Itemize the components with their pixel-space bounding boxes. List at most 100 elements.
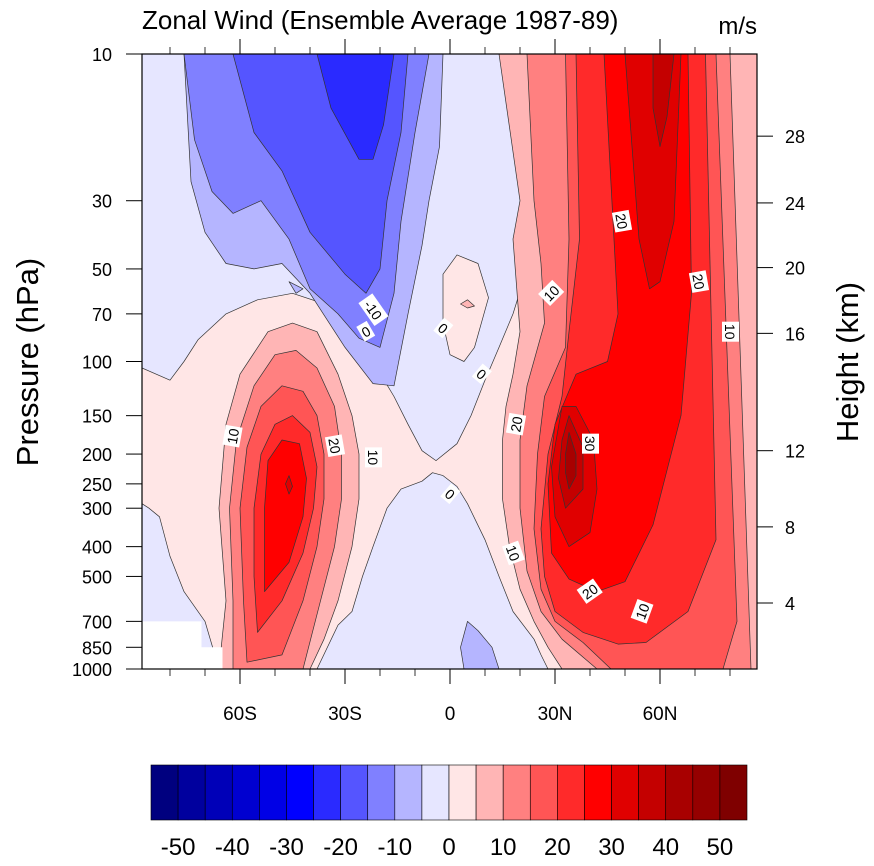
- y-tick-label: 400: [82, 538, 112, 558]
- masked-regions: [142, 621, 223, 669]
- contour-label: 10: [722, 321, 739, 342]
- colorbar-box: [584, 764, 612, 821]
- x-tick-label: 30N: [538, 704, 573, 725]
- contour-label: 20: [505, 412, 527, 436]
- contour-region-25: [264, 439, 307, 592]
- y-tick-label: 500: [82, 567, 112, 587]
- colorbar-label: -10: [377, 834, 412, 861]
- y-tick-label: 1000: [72, 660, 112, 680]
- y-right-tick-label: 20: [785, 259, 805, 279]
- contour-label-box: [222, 424, 243, 448]
- contour-region--25: [316, 54, 395, 160]
- contour-label: 10: [630, 598, 654, 624]
- y-tick-label: 100: [82, 353, 112, 373]
- x-tick-label: 60S: [223, 704, 257, 725]
- colorbar-label: 0: [442, 834, 455, 861]
- colorbar-box: [529, 764, 558, 821]
- colorbar-box: [448, 764, 477, 821]
- colorbar-box: [150, 764, 179, 821]
- missing-data-mask: [142, 621, 223, 669]
- contour-label: 20: [324, 434, 346, 458]
- colorbar-box: [719, 764, 748, 821]
- x-tick-label: 30S: [328, 704, 362, 725]
- y-tick-label: 200: [82, 445, 112, 465]
- x-tick-label: 0: [445, 704, 456, 725]
- colorbar-box: [692, 764, 721, 821]
- contour-label-text: 10: [224, 427, 242, 445]
- colorbar-label: -30: [269, 834, 304, 861]
- colorbar-box: [177, 764, 206, 821]
- y-tick-label: 10: [92, 45, 112, 65]
- colorbar-box: [638, 764, 667, 821]
- contour-region-35: [652, 54, 675, 147]
- y-tick-label: 300: [82, 499, 112, 519]
- y-right-tick-label: 12: [785, 442, 805, 462]
- colorbar-box: [611, 764, 639, 821]
- contour-label: 10: [365, 447, 382, 468]
- units-label: m/s: [718, 13, 757, 40]
- colorbar-box: [231, 764, 260, 821]
- contour-label-text: 20: [689, 273, 707, 291]
- colorbar-label: 40: [652, 834, 679, 861]
- contour-label: 10: [502, 540, 525, 566]
- colorbar-label: 50: [707, 834, 734, 861]
- contour-label-box: [688, 270, 710, 293]
- colorbar-box: [367, 764, 396, 821]
- colorbar-box: [475, 764, 504, 821]
- contour-label-box: [630, 598, 654, 624]
- contour-label-box: [722, 321, 739, 342]
- y-tick-label: 30: [92, 192, 112, 212]
- contour-label-box: [582, 433, 599, 454]
- contour-label-box: [324, 434, 346, 458]
- contour-regions: [142, 54, 757, 669]
- colorbar-label: 20: [544, 834, 571, 861]
- contour-label-text: 30: [582, 436, 598, 452]
- colorbar: -50 -40 -30 -20 -10 0 10 20 30 40 50: [150, 764, 748, 861]
- y-axis-right: 28 24 20 16 12 8 4: [757, 127, 805, 614]
- colorbar-box: [665, 764, 694, 821]
- contour-label-box: [356, 320, 376, 342]
- colorbar-label: -20: [323, 834, 358, 861]
- colorbar-label: -40: [215, 834, 250, 861]
- contour-label: 20: [576, 578, 603, 604]
- contour-label-text: 20: [507, 415, 525, 433]
- colorbar-box: [204, 764, 233, 821]
- colorbar-box: [421, 764, 450, 821]
- y-tick-label: 70: [92, 305, 112, 325]
- contour-label-text: 10: [632, 601, 652, 621]
- y-axis-title: Pressure (hPa): [10, 258, 45, 466]
- contour-label: 10: [222, 424, 243, 448]
- y-tick-label: 250: [82, 475, 112, 495]
- contour-label: 0: [356, 320, 376, 342]
- contour-label: 20: [611, 209, 633, 233]
- colorbar-box: [557, 764, 585, 821]
- y-right-tick-label: 28: [785, 127, 805, 147]
- contour-label-text: 10: [365, 450, 381, 466]
- plot-area: [142, 54, 757, 669]
- colorbar-label: 10: [490, 834, 517, 861]
- contour-label-box: [433, 317, 454, 339]
- x-axis: 60S 30S 0 30N 60N: [169, 39, 731, 725]
- y-tick-label: 150: [82, 407, 112, 427]
- contour-label-text: 10: [722, 324, 738, 340]
- colorbar-label: 30: [598, 834, 625, 861]
- contour-label-box: [358, 293, 389, 327]
- y-tick-label: 700: [82, 612, 112, 632]
- contour-region-30: [285, 475, 293, 495]
- contour-label-box: [440, 483, 461, 505]
- contour-label: 30: [582, 433, 599, 454]
- contour-label-text: 20: [325, 437, 343, 455]
- contour-label-text: 20: [612, 212, 630, 230]
- y-right-tick-label: 4: [785, 594, 795, 614]
- y-right-tick-label: 24: [785, 194, 805, 214]
- contour-label-text: 10: [503, 543, 523, 563]
- contour-label-box: [471, 363, 492, 385]
- contour-label-box: [502, 540, 525, 566]
- colorbar-box: [313, 764, 341, 821]
- contour-region-40: [565, 432, 577, 490]
- colorbar-box: [502, 764, 531, 821]
- contour-label-box: [365, 447, 382, 468]
- x-tick-label: 60N: [643, 704, 678, 725]
